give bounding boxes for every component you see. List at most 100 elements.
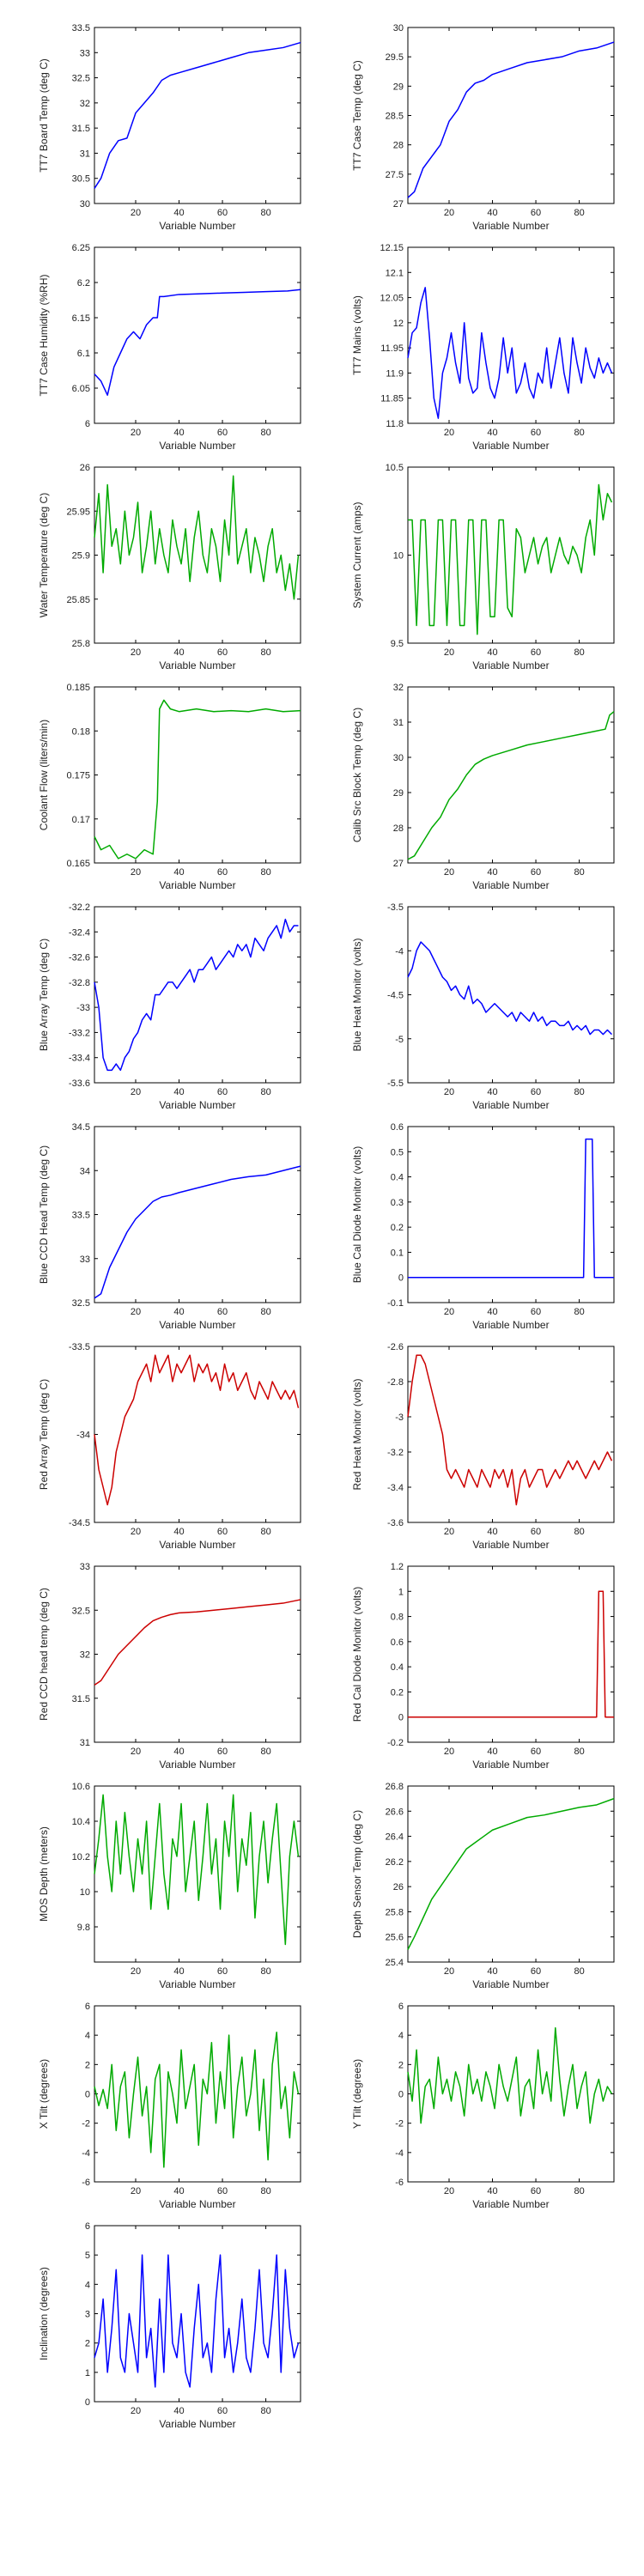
x-tick-label: 20: [131, 1087, 141, 1097]
x-axis-label: Variable Number: [472, 440, 549, 452]
y-tick-label: 31.5: [72, 1694, 90, 1704]
x-tick-label: 60: [531, 1527, 541, 1537]
chart-panel-10: -5.5 -5 -4.5 -4 -3.5 20 40 60 80 Variable Number B…: [351, 902, 615, 1111]
y-tick-label: 0: [398, 1713, 404, 1723]
y-tick-label: 12.15: [380, 243, 404, 253]
y-axis-label: TT7 Mains (volts): [351, 295, 363, 375]
plot-frame: [407, 1126, 615, 1303]
x-tick-label: 60: [531, 2186, 541, 2196]
x-tick-label: 40: [487, 1307, 497, 1317]
y-tick-label: -5: [395, 1035, 404, 1045]
y-tick-label: 26.2: [386, 1857, 404, 1868]
y-tick-label: 6.15: [72, 313, 90, 324]
x-tick-label: 80: [574, 647, 584, 658]
y-tick-label: 29.5: [386, 52, 404, 63]
x-tick-label: 20: [131, 1307, 141, 1317]
y-tick-label: -33: [76, 1003, 90, 1013]
plot-frame: [407, 27, 615, 204]
series-line: [94, 1599, 301, 1686]
y-tick-label: 10.5: [386, 463, 404, 473]
y-axis-label: Blue CCD Head Temp (deg C): [38, 1145, 50, 1284]
x-tick-label: 60: [217, 1087, 228, 1097]
y-tick-label: 6.1: [77, 349, 90, 359]
x-tick-label: 20: [444, 1307, 454, 1317]
series-line: [94, 1354, 300, 1506]
x-tick-label: 80: [260, 1747, 270, 1757]
x-tick-label: 40: [487, 867, 497, 878]
plot-frame: [94, 1346, 301, 1523]
y-tick-label: 34.5: [72, 1122, 90, 1133]
y-tick-label: 25.85: [66, 595, 90, 605]
series-line: [408, 1138, 614, 1279]
x-tick-label: 40: [173, 1966, 184, 1977]
x-tick-label: 80: [260, 1087, 270, 1097]
y-tick-label: 0: [85, 2090, 90, 2100]
y-axis-label: System Current (amps): [351, 501, 363, 608]
y-tick-label: 12.1: [386, 268, 404, 278]
series-line: [408, 483, 613, 635]
x-tick-label: 60: [217, 867, 228, 878]
y-axis-label: Calib Src Block Temp (deg C): [351, 708, 363, 842]
y-tick-label: -3.2: [387, 1448, 404, 1458]
chart-panel-2: 27 27.5 28 28.5 29 29.5 30 20 40 60 80 Variable Num…: [351, 23, 615, 232]
x-axis-label: Variable Number: [472, 1099, 549, 1111]
y-tick-label: -0.1: [387, 1298, 404, 1309]
x-tick-label: 60: [217, 1747, 228, 1757]
y-tick-label: -4.5: [387, 991, 404, 1001]
y-tick-label: 25.9: [72, 551, 90, 562]
x-axis-label: Variable Number: [159, 1319, 235, 1331]
plot-frame: [407, 1785, 615, 1963]
y-tick-label: 0.2: [391, 1223, 404, 1233]
x-tick-label: 80: [574, 1087, 584, 1097]
x-tick-label: 60: [217, 1966, 228, 1977]
x-tick-label: 80: [574, 867, 584, 878]
x-axis-label: Variable Number: [472, 659, 549, 671]
x-tick-label: 80: [574, 1966, 584, 1977]
y-tick-label: 0.6: [391, 1122, 404, 1133]
series-line: [407, 941, 613, 1036]
y-tick-label: 28: [393, 823, 404, 834]
y-tick-label: 6.05: [72, 384, 90, 394]
y-tick-label: 4: [85, 2280, 90, 2290]
series-line: [407, 1797, 615, 1950]
x-tick-label: 40: [487, 647, 497, 658]
x-axis-label: Variable Number: [159, 220, 235, 232]
plot-frame: [94, 686, 301, 864]
x-tick-label: 20: [131, 867, 141, 878]
y-tick-label: 0.4: [391, 1173, 404, 1183]
x-axis-label: Variable Number: [472, 1319, 549, 1331]
x-tick-label: 40: [487, 1747, 497, 1757]
y-axis-label: Water Temperature (deg C): [38, 493, 50, 617]
plot-frame: [407, 2005, 615, 2183]
x-tick-label: 40: [487, 1527, 497, 1537]
x-tick-label: 80: [574, 1307, 584, 1317]
x-tick-label: 20: [444, 867, 454, 878]
y-tick-label: 31: [393, 718, 404, 728]
y-tick-label: 0.3: [391, 1198, 404, 1208]
y-tick-label: 33.5: [72, 1211, 90, 1221]
x-tick-label: 60: [531, 1747, 541, 1757]
x-tick-label: 20: [444, 1747, 454, 1757]
y-tick-label: 0.2: [391, 1687, 404, 1698]
y-tick-label: 10.4: [72, 1817, 90, 1827]
x-tick-label: 80: [260, 867, 270, 878]
x-tick-label: 20: [444, 428, 454, 438]
series-line: [408, 1590, 614, 1718]
series-line: [407, 41, 615, 198]
y-tick-label: 32.5: [72, 74, 90, 84]
x-tick-label: 60: [531, 647, 541, 658]
x-tick-label: 60: [217, 1307, 228, 1317]
y-tick-label: 1: [398, 1587, 404, 1597]
y-tick-label: -4: [82, 2148, 90, 2159]
x-tick-label: 80: [260, 1966, 270, 1977]
series-line: [407, 287, 613, 419]
y-tick-label: 0.4: [391, 1662, 404, 1673]
y-tick-label: 2: [85, 2060, 90, 2070]
chart-panel-11: 32.5 33 33.5 34 34.5 20 40 60 80 Variable Number B…: [38, 1122, 301, 1331]
y-tick-label: -3.6: [387, 1518, 404, 1528]
y-tick-label: 0.185: [66, 683, 90, 693]
chart-panel-5: 25.8 25.85 25.9 25.95 26 20 40 60 80 Variable Num…: [38, 463, 301, 671]
y-tick-label: -33.2: [69, 1028, 90, 1038]
y-tick-label: -6: [82, 2178, 90, 2188]
y-tick-label: 12: [393, 319, 404, 329]
